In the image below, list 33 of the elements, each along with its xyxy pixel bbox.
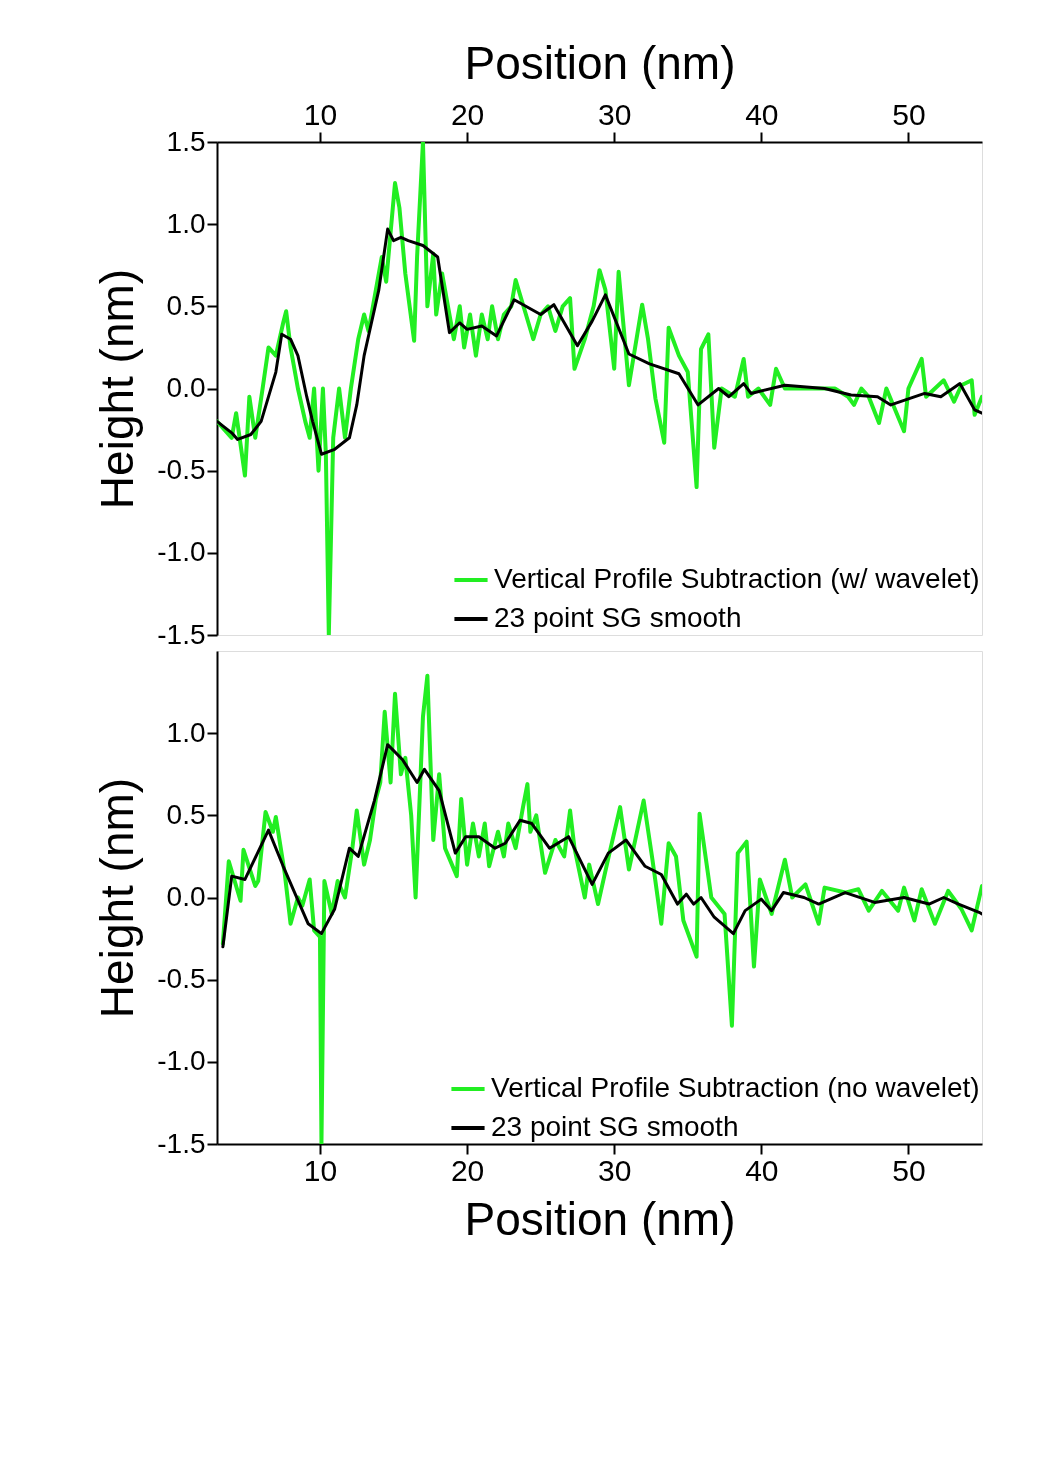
x-tick-label: 10	[303, 1153, 338, 1187]
x-axis-title: Position (nm)	[464, 36, 736, 89]
y-axis-title: Height (nm)	[91, 268, 144, 510]
y-tick-label: 1.5	[166, 125, 206, 157]
line-series	[220, 673, 982, 1144]
legend-label: Vertical Profile Subtraction (no wavelet)	[491, 1072, 980, 1103]
y-tick-label: -1.5	[157, 1127, 206, 1159]
legend-label: 23 point SG smooth	[491, 1111, 739, 1142]
x-tick-label: 30	[598, 97, 632, 131]
line-series	[221, 743, 982, 949]
x-tick-label: 40	[745, 97, 779, 131]
x-tick-label: 50	[892, 97, 926, 131]
y-tick-label: -1.0	[157, 1045, 206, 1077]
y-tick-label: -0.5	[157, 963, 206, 995]
y-tick-label: 0.0	[166, 881, 206, 912]
legend-label: 23 point SG smooth	[494, 602, 742, 633]
x-axis-title: Position (nm)	[464, 1192, 736, 1245]
y-tick-label: 0.5	[166, 798, 206, 830]
x-tick-label: 40	[745, 1153, 779, 1187]
x-tick-label: 10	[303, 97, 338, 131]
y-tick-label: 0.5	[166, 289, 206, 321]
y-tick-label: 0.0	[166, 372, 206, 403]
y-tick-label: -1.5	[157, 618, 206, 650]
x-tick-label: 20	[450, 1153, 485, 1187]
x-tick-label: 20	[450, 97, 485, 131]
y-tick-label: -0.5	[157, 454, 206, 486]
y-tick-label: 1.0	[166, 716, 206, 748]
y-tick-label: -1.0	[157, 536, 206, 568]
legend-label: Vertical Profile Subtraction (w/ wavelet)	[494, 563, 980, 594]
y-tick-label: 1.0	[166, 207, 206, 239]
y-axis-title: Height (nm)	[91, 777, 144, 1019]
x-tick-label: 50	[892, 1153, 926, 1187]
x-tick-label: 30	[598, 1153, 632, 1187]
